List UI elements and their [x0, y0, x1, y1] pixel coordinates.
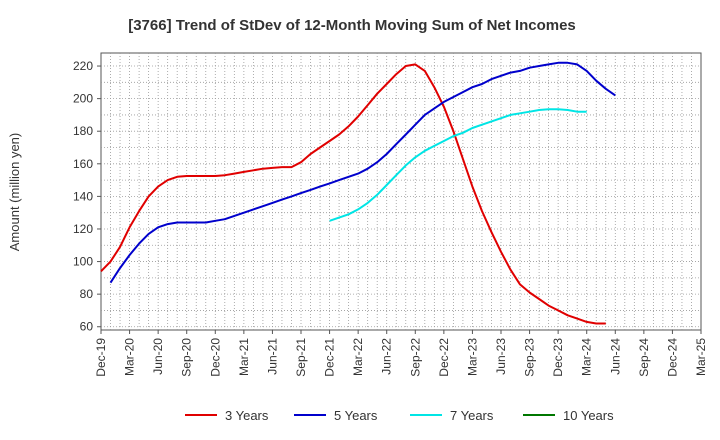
legend-label: 10 Years	[563, 408, 614, 423]
x-tick-label: Sep-24	[637, 338, 651, 377]
x-tick-label: Mar-23	[465, 338, 479, 376]
x-tick-label: Mar-20	[123, 338, 137, 376]
legend-label: 3 Years	[225, 408, 269, 423]
x-tick-label: Sep-20	[180, 338, 194, 377]
y-tick-labels: 60 80 100 120 140 160 180 200 220	[73, 59, 101, 334]
y-tick-label: 220	[73, 59, 93, 73]
x-tick-label: Jun-23	[494, 338, 508, 375]
x-tick-label: Jun-22	[380, 338, 394, 375]
series-line-3-years	[100, 63, 606, 325]
x-tick-label: Mar-22	[351, 338, 365, 376]
x-tick-label: Dec-20	[208, 338, 222, 377]
x-tick-label: Sep-23	[523, 338, 537, 377]
x-tick-label: Dec-23	[551, 338, 565, 377]
x-tick-labels: Dec-19 Mar-20 Jun-20 Sep-20 Dec-20 Mar-21 Jun-…	[94, 330, 708, 377]
y-tick-label: 120	[73, 222, 93, 236]
legend-label: 7 Years	[450, 408, 494, 423]
x-tick-label: Dec-24	[665, 338, 679, 377]
plot-frame	[100, 52, 702, 331]
x-tick-label: Dec-21	[323, 338, 337, 377]
x-tick-label: Mar-25	[694, 338, 708, 376]
legend: 3 Years 5 Years 7 Years 10 Years	[185, 408, 614, 423]
x-tick-label: Jun-24	[608, 338, 622, 375]
y-tick-label: 200	[73, 92, 93, 106]
y-tick-label: 140	[73, 189, 93, 203]
x-tick-label: Mar-24	[580, 338, 594, 376]
y-tick-label: 80	[80, 287, 94, 301]
y-tick-label: 60	[80, 320, 94, 334]
y-tick-label: 160	[73, 157, 93, 171]
x-tick-label: Mar-21	[237, 338, 251, 376]
plot-area	[100, 52, 702, 331]
grid	[101, 53, 701, 330]
x-tick-label: Jun-20	[151, 338, 165, 375]
y-tick-label: 180	[73, 124, 93, 138]
x-tick-label: Sep-22	[408, 338, 422, 377]
x-tick-label: Dec-19	[94, 338, 108, 377]
legend-label: 5 Years	[334, 408, 378, 423]
chart-title: [3766] Trend of StDev of 12-Month Moving…	[128, 17, 576, 34]
series-line-5-years	[109, 61, 616, 284]
x-tick-label: Jun-21	[265, 338, 279, 375]
series-line-7-years	[329, 108, 587, 222]
series-lines	[100, 61, 616, 325]
x-tick-label: Dec-22	[437, 338, 451, 377]
y-tick-label: 100	[73, 255, 93, 269]
x-tick-label: Sep-21	[294, 338, 308, 377]
y-axis-label: Amount (million yen)	[7, 133, 22, 252]
